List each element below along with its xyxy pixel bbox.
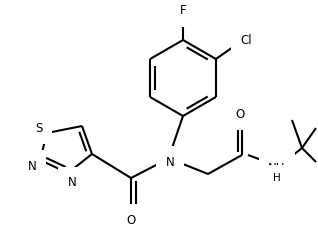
- Text: N: N: [28, 159, 36, 173]
- Text: O: O: [235, 108, 245, 120]
- Text: O: O: [126, 213, 135, 227]
- Text: S: S: [35, 122, 43, 134]
- Text: F: F: [180, 5, 186, 18]
- Text: NH: NH: [268, 162, 286, 174]
- Text: Cl: Cl: [240, 34, 252, 46]
- Text: H: H: [273, 173, 281, 183]
- Text: N: N: [68, 177, 76, 189]
- Text: N: N: [166, 155, 174, 169]
